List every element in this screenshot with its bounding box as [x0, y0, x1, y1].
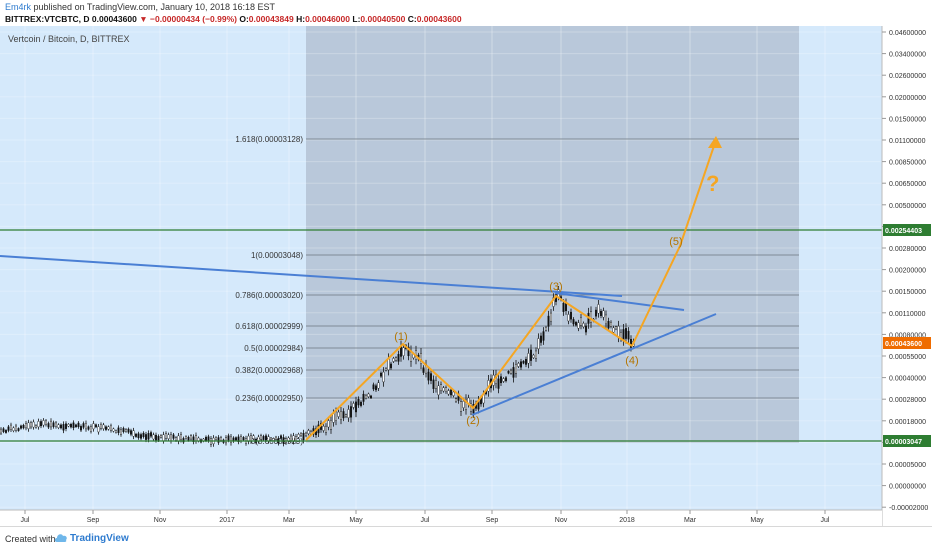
- y-tick-label: 0.02000000: [889, 95, 926, 102]
- symbol-label: BITTREX:VTCBTC, D: [5, 14, 90, 24]
- y-tick-label: 0.00200000: [889, 268, 926, 275]
- x-tick-label: Mar: [684, 517, 697, 524]
- publication-line: Em4rk published on TradingView.com, Janu…: [5, 2, 275, 12]
- support-trendline[interactable]: [471, 313, 717, 416]
- y-tick-label: 0.00080000: [889, 332, 926, 339]
- fib-level-label: 1(0.00003048): [251, 251, 303, 260]
- wave-label: (2): [466, 415, 479, 427]
- y-tick-label: 0.00280000: [889, 246, 926, 253]
- y-tick-label: 0.00005000: [889, 462, 926, 469]
- price-label-box: [883, 337, 931, 349]
- x-tick-label: Jul: [21, 517, 30, 524]
- x-tick-label: May: [349, 517, 363, 524]
- author-link[interactable]: Em4rk: [5, 2, 32, 12]
- elliott-wave-path[interactable]: [305, 294, 633, 441]
- long-resistance-line[interactable]: [0, 255, 623, 297]
- x-tick-label: Sep: [87, 517, 100, 524]
- y-tick-label: 0.00650000: [889, 181, 926, 188]
- x-tick-label: Nov: [555, 517, 568, 524]
- x-tick-label: 2017: [219, 517, 235, 524]
- last-price: 0.00043600: [91, 14, 137, 24]
- fib-level-label: 0.618(0.00002999): [235, 322, 303, 331]
- open-label: O:: [239, 14, 249, 24]
- y-tick-label: 0.03400000: [889, 52, 926, 59]
- y-tick-label: 0.04600000: [889, 30, 926, 37]
- fib-levels: 1.618(0.00003128) 1(0.00003048) 0.786(0.00…: [235, 135, 799, 446]
- y-tick-label: 0.02600000: [889, 73, 926, 80]
- price-label-text: 0.00254403: [885, 228, 922, 235]
- y-tick-label: 0.00110000: [889, 311, 926, 318]
- y-tick-label: 0.01100000: [889, 138, 926, 145]
- low-label: L:: [352, 14, 361, 24]
- created-with-text: Created with: [5, 534, 56, 544]
- low-value: 0.00040500: [360, 14, 406, 24]
- chart-header: Em4rk published on TradingView.com, Janu…: [0, 0, 932, 26]
- price-label-text: 0.00043600: [885, 341, 922, 348]
- tradingview-brand-link[interactable]: TradingView: [70, 533, 129, 544]
- chart-title: Vertcoin / Bitcoin, D, BITTREX: [8, 34, 130, 44]
- price-change: −0.00000434 (−0.99%): [150, 14, 237, 24]
- publication-text: published on TradingView.com, January 10…: [33, 2, 276, 12]
- fib-level-label: 0.236(0.00002950): [235, 394, 303, 403]
- y-tick-label: 0.00150000: [889, 289, 926, 296]
- wave-label: (5): [669, 236, 682, 248]
- y-tick-label: 0.00000000: [889, 484, 926, 491]
- x-tick-label: Nov: [154, 517, 167, 524]
- y-tick-label: 0.01500000: [889, 116, 926, 123]
- high-label: H:: [296, 14, 306, 24]
- y-tick-label: 0.00500000: [889, 203, 926, 210]
- footer: Created with TradingView: [0, 526, 932, 551]
- tradingview-cloud-icon: [54, 534, 67, 542]
- fib-level-label: 0.786(0.00003020): [235, 291, 303, 300]
- upper-triangle-line[interactable]: [554, 292, 685, 311]
- price-label-box: [883, 435, 931, 447]
- fib-box-shading: [306, 26, 799, 443]
- question-mark-annotation: ?: [706, 171, 719, 196]
- projection-arrowhead: [708, 136, 722, 148]
- x-axis-ticks: Jul Sep Nov 2017 Mar May Jul Sep Nov 2018 Mar May Ju…: [21, 510, 830, 524]
- ohlc-line: BITTREX:VTCBTC, D 0.00043600 ▼ −0.000004…: [5, 14, 462, 24]
- x-tick-label: 2018: [619, 517, 635, 524]
- fib-level-label: 0.382(0.00002968): [235, 366, 303, 375]
- x-tick-label: May: [750, 517, 764, 524]
- wave-label: (1): [394, 331, 407, 343]
- wave-label: (3): [549, 281, 562, 293]
- high-value: 0.00046000: [305, 14, 350, 24]
- x-tick-label: Jul: [821, 517, 830, 524]
- price-label-box: [883, 224, 931, 236]
- x-tick-label: Jul: [421, 517, 430, 524]
- chart-area[interactable]: 1.618(0.00003128) 1(0.00003048) 0.786(0.00…: [0, 26, 932, 551]
- wave-5-projection[interactable]: [631, 139, 717, 347]
- down-arrow-icon: ▼: [139, 14, 148, 24]
- x-axis-panel: [0, 510, 882, 526]
- wave-labels: (1) (2) (3) (4) (5): [394, 236, 682, 427]
- y-tick-label: 0.00018000: [889, 419, 926, 426]
- close-value: 0.00043600: [416, 14, 462, 24]
- fib-level-label: 0.5(0.00002984): [244, 344, 303, 353]
- fib-level-label: 1.618(0.00003128): [235, 135, 303, 144]
- x-tick-label: Mar: [283, 517, 296, 524]
- wave-label: (4): [625, 355, 638, 367]
- price-labels: 0.00254403 0.00043600 0.00003047: [883, 224, 931, 447]
- vertical-grid: [24, 26, 826, 510]
- close-label: C:: [407, 14, 417, 24]
- y-tick-label: 0.00028000: [889, 397, 926, 404]
- open-value: 0.00043849: [248, 14, 294, 24]
- y-tick-label: 0.00040000: [889, 376, 926, 383]
- price-label-text: 0.00003047: [885, 439, 922, 446]
- y-tick-label: 0.00850000: [889, 160, 926, 167]
- x-tick-label: Sep: [486, 517, 499, 524]
- price-chart[interactable]: 1.618(0.00003128) 1(0.00003048) 0.786(0.00…: [0, 26, 932, 551]
- y-tick-label: 0.00055000: [889, 354, 926, 361]
- y-tick-label: -0.00002000: [889, 505, 928, 512]
